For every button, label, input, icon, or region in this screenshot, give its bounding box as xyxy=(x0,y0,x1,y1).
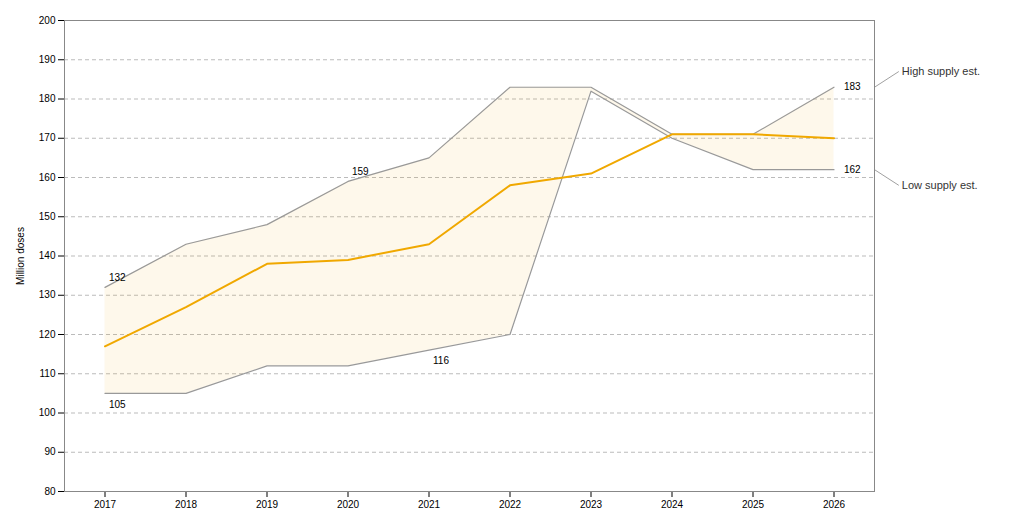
svg-text:116: 116 xyxy=(433,355,449,366)
svg-text:2018: 2018 xyxy=(175,499,198,510)
svg-text:170: 170 xyxy=(39,132,56,143)
svg-text:160: 160 xyxy=(39,172,56,183)
svg-text:105: 105 xyxy=(109,399,126,410)
svg-text:2021: 2021 xyxy=(418,499,441,510)
svg-text:183: 183 xyxy=(844,81,861,92)
svg-text:2026: 2026 xyxy=(823,499,846,510)
svg-text:80: 80 xyxy=(44,486,56,497)
svg-text:2024: 2024 xyxy=(661,499,684,510)
svg-text:2019: 2019 xyxy=(256,499,279,510)
svg-text:Million doses: Million doses xyxy=(15,227,26,285)
svg-text:140: 140 xyxy=(39,250,56,261)
svg-text:110: 110 xyxy=(40,368,56,379)
svg-text:Low supply est.: Low supply est. xyxy=(902,179,978,191)
svg-text:200: 200 xyxy=(39,15,56,26)
svg-text:2022: 2022 xyxy=(499,499,522,510)
svg-text:90: 90 xyxy=(44,446,56,457)
svg-text:150: 150 xyxy=(39,211,56,222)
svg-text:130: 130 xyxy=(39,289,56,300)
svg-text:180: 180 xyxy=(39,93,56,104)
svg-text:100: 100 xyxy=(39,407,56,418)
svg-text:2020: 2020 xyxy=(337,499,360,510)
svg-text:132: 132 xyxy=(109,272,126,283)
svg-text:159: 159 xyxy=(352,166,369,177)
svg-text:2025: 2025 xyxy=(742,499,765,510)
svg-text:190: 190 xyxy=(39,54,56,65)
svg-text:2023: 2023 xyxy=(580,499,603,510)
svg-text:162: 162 xyxy=(844,164,861,175)
svg-text:High supply est.: High supply est. xyxy=(902,65,980,77)
svg-text:2017: 2017 xyxy=(94,499,117,510)
svg-text:120: 120 xyxy=(39,329,56,340)
